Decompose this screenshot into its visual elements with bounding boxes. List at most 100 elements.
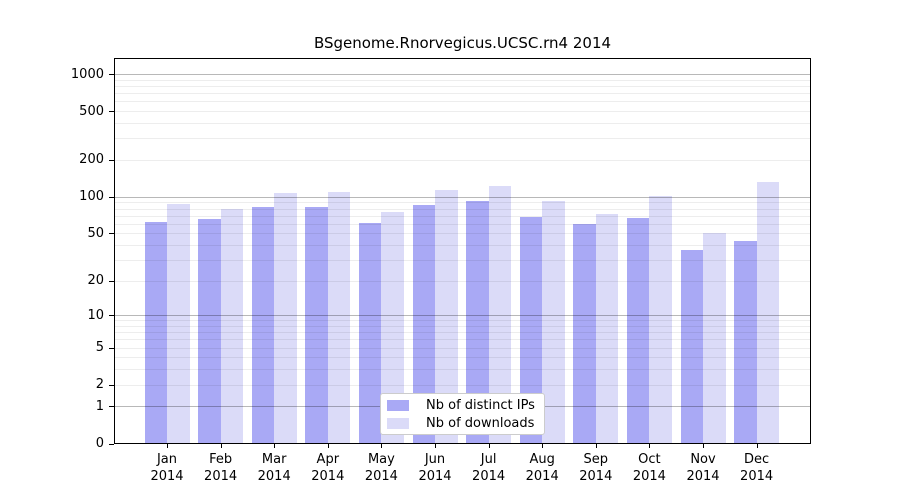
bar-downloads-aug bbox=[542, 201, 565, 444]
x-axis-tick bbox=[649, 443, 651, 448]
x-axis-tick bbox=[167, 443, 168, 448]
bar-downloads-apr bbox=[327, 191, 351, 444]
bar-ips-mar bbox=[251, 207, 275, 444]
bar-ips-oct bbox=[626, 217, 650, 444]
x-axis-label: May 2014 bbox=[364, 451, 398, 484]
gridline-minor bbox=[114, 208, 811, 210]
x-axis-label: Jul 2014 bbox=[472, 451, 506, 484]
y-axis-tick bbox=[109, 233, 114, 235]
x-axis-label: Dec 2014 bbox=[740, 451, 774, 484]
y-axis-label: 0 bbox=[95, 436, 104, 451]
y-axis-tick bbox=[109, 74, 114, 76]
x-axis-tick bbox=[327, 443, 329, 448]
x-axis-tick bbox=[756, 443, 758, 448]
x-axis-label: Mar 2014 bbox=[257, 451, 291, 484]
bar-downloads-mar bbox=[274, 192, 297, 444]
y-axis-label: 2 bbox=[95, 377, 104, 393]
bar-downloads-jan bbox=[167, 203, 190, 444]
gridline-minor bbox=[114, 347, 811, 349]
x-axis-tick bbox=[703, 443, 704, 448]
bar-ips-may bbox=[358, 222, 382, 444]
y-axis-label: 100 bbox=[79, 189, 104, 205]
gridline-major bbox=[114, 74, 811, 76]
gridline-minor bbox=[114, 326, 811, 328]
gridline-minor bbox=[114, 138, 811, 140]
y-axis-tick bbox=[109, 196, 114, 198]
gridline-major bbox=[114, 196, 811, 198]
bar-ips-jun bbox=[412, 204, 435, 444]
x-axis-label: Aug 2014 bbox=[525, 451, 559, 484]
legend: Nb of distinct IPs Nb of downloads bbox=[380, 393, 545, 435]
bar-downloads-dec bbox=[756, 182, 780, 444]
y-axis-tick bbox=[109, 347, 114, 349]
chart-title: BSgenome.Rnorvegicus.UCSC.rn4 2014 bbox=[313, 34, 612, 52]
x-axis-tick bbox=[488, 443, 490, 448]
y-axis-label: 10 bbox=[87, 307, 104, 323]
legend-label-downloads: Nb of downloads bbox=[426, 415, 535, 431]
legend-swatch-downloads bbox=[387, 417, 409, 429]
x-axis-tick bbox=[542, 443, 544, 448]
x-axis-label: Sep 2014 bbox=[579, 451, 613, 484]
legend-item-downloads: Nb of downloads bbox=[387, 414, 538, 432]
y-axis-tick bbox=[109, 280, 114, 282]
gridline-major bbox=[114, 315, 811, 317]
gridline-minor bbox=[114, 384, 811, 386]
x-axis-tick bbox=[274, 443, 276, 448]
bar-downloads-oct bbox=[649, 195, 672, 444]
legend-label-distinct-ips: Nb of distinct IPs bbox=[426, 397, 535, 413]
bar-ips-nov bbox=[680, 250, 703, 444]
bar-downloads-sep bbox=[595, 214, 619, 444]
gridline-minor bbox=[114, 280, 811, 282]
gridline-minor bbox=[114, 339, 811, 341]
x-axis-label: Apr 2014 bbox=[311, 451, 345, 484]
legend-swatch-distinct-ips bbox=[387, 399, 409, 411]
y-axis-tick bbox=[109, 406, 114, 408]
y-axis-tick bbox=[109, 443, 114, 445]
x-axis-tick bbox=[220, 443, 222, 448]
bar-ips-aug bbox=[519, 217, 543, 444]
x-axis-tick bbox=[435, 443, 436, 448]
bar-ips-sep bbox=[573, 223, 596, 444]
y-axis-label: 50 bbox=[87, 225, 104, 241]
bar-ips-jan bbox=[144, 222, 167, 444]
gridline-minor bbox=[114, 369, 811, 371]
y-axis-label: 5 bbox=[95, 340, 104, 356]
bar-downloads-jul bbox=[488, 185, 512, 444]
gridline-minor bbox=[114, 123, 811, 125]
bar-ips-apr bbox=[305, 207, 328, 444]
x-axis-tick bbox=[595, 443, 597, 448]
x-axis-label: Jun 2014 bbox=[418, 451, 452, 484]
gridline-minor bbox=[114, 233, 811, 235]
gridline-minor bbox=[114, 202, 811, 204]
y-axis-tick bbox=[109, 384, 114, 386]
gridline-minor bbox=[114, 93, 811, 95]
y-axis-tick bbox=[109, 159, 114, 161]
y-axis-label: 500 bbox=[79, 103, 104, 119]
gridline-minor bbox=[114, 86, 811, 88]
gridline-minor bbox=[114, 223, 811, 225]
y-axis-label: 20 bbox=[87, 273, 104, 289]
bar-downloads-nov bbox=[703, 233, 726, 444]
bar-ips-dec bbox=[734, 241, 757, 444]
gridline-minor bbox=[114, 320, 811, 322]
bar-downloads-feb bbox=[220, 209, 244, 444]
gridline-minor bbox=[114, 111, 811, 113]
gridline-minor bbox=[114, 79, 811, 81]
gridline-minor bbox=[114, 332, 811, 334]
gridline-minor bbox=[114, 357, 811, 359]
bar-downloads-jun bbox=[435, 189, 458, 444]
gridline-minor bbox=[114, 244, 811, 246]
legend-item-distinct-ips: Nb of distinct IPs bbox=[387, 396, 538, 414]
x-axis-label: Nov 2014 bbox=[686, 451, 720, 484]
x-axis-label: Oct 2014 bbox=[632, 451, 666, 484]
x-axis-label: Jan 2014 bbox=[150, 451, 184, 484]
x-axis-tick bbox=[381, 443, 383, 448]
bar-ips-feb bbox=[198, 218, 221, 444]
y-axis-tick bbox=[109, 111, 114, 113]
bar-ips-jul bbox=[466, 201, 489, 444]
gridline-minor bbox=[114, 215, 811, 217]
y-axis-label: 200 bbox=[79, 152, 104, 168]
gridline-minor bbox=[114, 259, 811, 261]
x-axis-label: Feb 2014 bbox=[204, 451, 238, 484]
